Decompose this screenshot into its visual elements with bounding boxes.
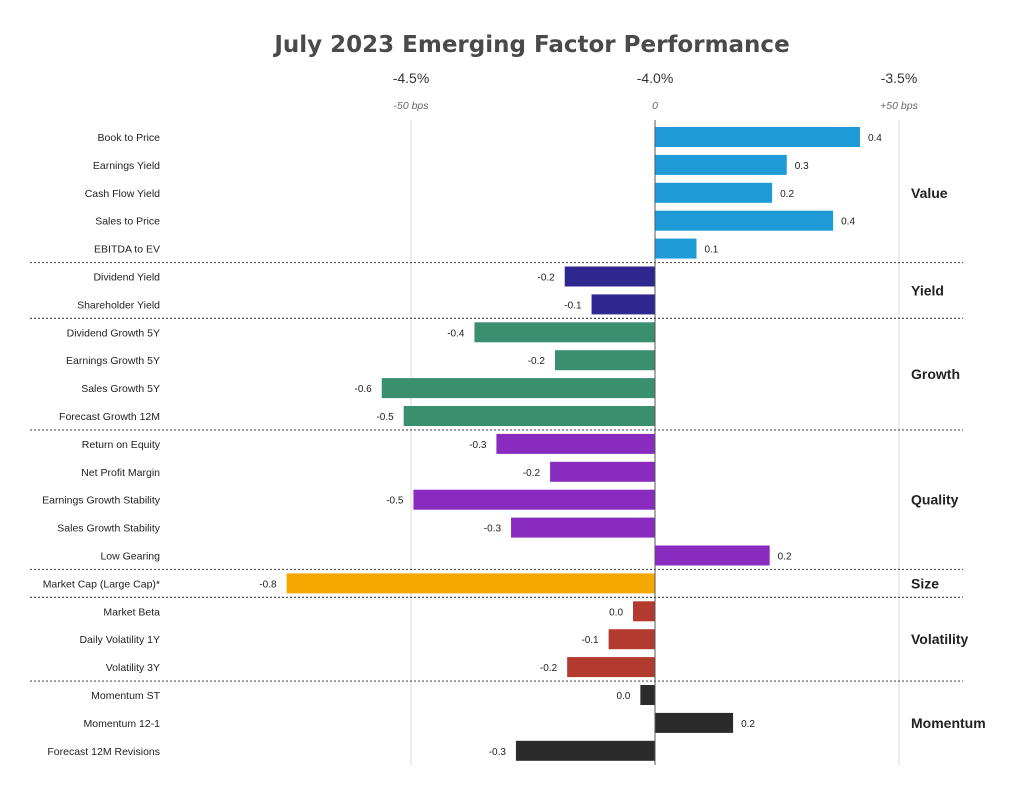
tick-label: -4.5% (393, 70, 430, 86)
category-label: Momentum ST (91, 690, 160, 702)
data-label: 0.4 (868, 133, 882, 144)
top-axis: -4.5% -50 bps -4.0% 0 -3.5% +50 bps (393, 70, 919, 112)
category-label: Volatility 3Y (106, 662, 160, 674)
group-label: Yield (911, 282, 944, 298)
category-label: Book to Price (98, 132, 161, 144)
tick-label: -3.5% (881, 70, 918, 86)
tick-sublabel: +50 bps (880, 100, 918, 112)
tick-sublabel: 0 (652, 100, 658, 112)
data-label: 0.4 (841, 217, 855, 228)
data-label: -0.5 (386, 496, 404, 507)
category-label: Low Gearing (100, 551, 160, 563)
group-label: Quality (911, 492, 959, 508)
data-label: 0.3 (795, 161, 809, 172)
data-label: 0.2 (741, 719, 755, 730)
bar (474, 322, 655, 343)
bar (640, 685, 655, 705)
data-label: 0.2 (780, 189, 794, 200)
data-label: 0.2 (778, 552, 792, 563)
category-label: Earnings Growth Stability (42, 495, 161, 507)
category-label: EBITDA to EV (94, 244, 160, 256)
group-label: Volatility (911, 631, 969, 647)
category-label: Dividend Yield (93, 272, 160, 284)
data-label: -0.5 (376, 412, 394, 423)
category-label: Market Cap (Large Cap)* (43, 578, 160, 590)
tick-label: -4.0% (637, 70, 674, 86)
bar (515, 740, 655, 761)
category-label: Sales to Price (95, 216, 160, 228)
group-separators (30, 261, 963, 682)
category-label: Daily Volatility 1Y (79, 634, 160, 646)
category-label: Sales Growth 5Y (81, 383, 160, 395)
bar (655, 182, 773, 203)
data-label: -0.2 (540, 663, 558, 674)
data-label: -0.3 (469, 440, 487, 451)
grid-lines (410, 120, 900, 765)
bar (655, 210, 834, 231)
data-label: 0.0 (616, 691, 630, 702)
data-label: -0.3 (489, 747, 507, 758)
bar (655, 545, 770, 566)
group-label: Value (911, 185, 948, 201)
data-label: 0.1 (704, 245, 718, 256)
bar (567, 657, 655, 678)
bar (381, 378, 655, 399)
group-label: Size (911, 575, 939, 591)
bar (655, 127, 860, 147)
category-label: Sales Growth Stability (57, 523, 160, 535)
group-label: Momentum (911, 715, 986, 731)
data-label: 0.0 (609, 607, 623, 618)
group-label: Growth (911, 366, 960, 382)
category-labels: Book to Price Earnings Yield Cash Flow Yie… (42, 132, 161, 758)
bar (655, 154, 787, 175)
category-label: Momentum 12-1 (84, 718, 161, 730)
group-labels: Value Yield Growth Quality Size Volatility Mom… (911, 185, 986, 731)
chart-title: July 2023 Emerging Factor Performance (272, 32, 789, 58)
bar (511, 517, 655, 538)
bar (564, 266, 655, 287)
bar (554, 350, 655, 371)
data-label: -0.6 (354, 384, 372, 395)
category-label: Net Profit Margin (81, 467, 160, 479)
category-label: Earnings Growth 5Y (66, 355, 160, 367)
category-label: Shareholder Yield (77, 299, 160, 311)
data-label: -0.2 (528, 356, 546, 367)
data-label: -0.8 (259, 579, 277, 590)
bar (655, 712, 734, 733)
category-label: Cash Flow Yield (85, 188, 160, 200)
category-label: Market Beta (103, 606, 160, 618)
category-label: Forecast Growth 12M (59, 411, 160, 423)
bar (608, 629, 655, 650)
data-labels: 0.4 0.3 0.2 0.4 0.1 -0.2 -0.1 -0.4 -0.2 -0.6 -0.5 -… (259, 133, 882, 758)
tick-sublabel: -50 bps (393, 100, 429, 112)
data-label: -0.2 (523, 468, 541, 479)
data-label: -0.3 (484, 524, 502, 535)
bar (633, 601, 655, 622)
bar (591, 294, 655, 315)
category-label: Earnings Yield (93, 160, 160, 172)
data-label: -0.4 (447, 328, 465, 339)
bar (496, 433, 655, 454)
bar (655, 238, 697, 259)
data-label: -0.2 (537, 273, 555, 284)
data-label: -0.1 (564, 300, 582, 311)
category-label: Dividend Growth 5Y (67, 327, 160, 339)
category-label: Return on Equity (82, 439, 161, 451)
category-label: Forecast 12M Revisions (47, 746, 160, 758)
bars (286, 127, 860, 761)
bar (413, 489, 655, 510)
data-label: -0.1 (581, 635, 599, 646)
bar (286, 573, 655, 594)
bar (550, 461, 655, 482)
bar (403, 406, 655, 426)
